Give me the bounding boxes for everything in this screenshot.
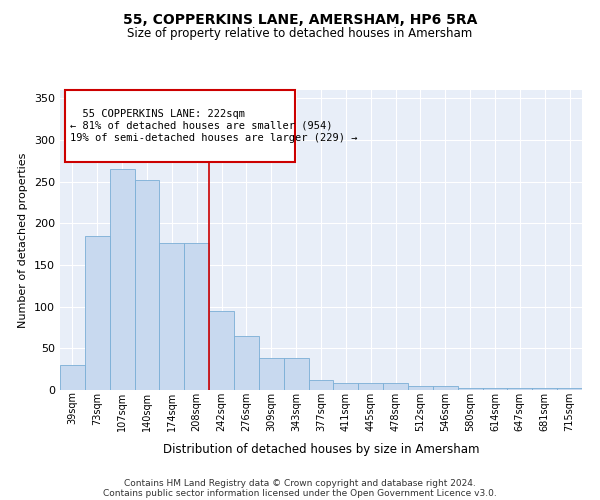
Bar bbox=[184, 242, 209, 390]
Bar bbox=[557, 388, 582, 390]
Bar bbox=[259, 358, 284, 390]
Bar bbox=[383, 384, 408, 390]
Bar bbox=[334, 384, 358, 390]
Bar bbox=[308, 380, 334, 390]
Bar bbox=[234, 336, 259, 390]
Bar bbox=[358, 384, 383, 390]
Text: Contains public sector information licensed under the Open Government Licence v3: Contains public sector information licen… bbox=[103, 488, 497, 498]
Bar bbox=[60, 365, 85, 390]
Bar bbox=[110, 169, 134, 390]
Bar bbox=[433, 386, 458, 390]
Text: 55, COPPERKINS LANE, AMERSHAM, HP6 5RA: 55, COPPERKINS LANE, AMERSHAM, HP6 5RA bbox=[123, 12, 477, 26]
Bar bbox=[85, 236, 110, 390]
Text: Size of property relative to detached houses in Amersham: Size of property relative to detached ho… bbox=[127, 28, 473, 40]
Bar bbox=[458, 388, 482, 390]
FancyBboxPatch shape bbox=[65, 90, 295, 162]
Text: Contains HM Land Registry data © Crown copyright and database right 2024.: Contains HM Land Registry data © Crown c… bbox=[124, 478, 476, 488]
Bar bbox=[134, 180, 160, 390]
Bar bbox=[482, 388, 508, 390]
Bar bbox=[532, 388, 557, 390]
Bar bbox=[209, 311, 234, 390]
Text: Distribution of detached houses by size in Amersham: Distribution of detached houses by size … bbox=[163, 442, 479, 456]
Bar bbox=[508, 388, 532, 390]
Text: 55 COPPERKINS LANE: 222sqm
← 81% of detached houses are smaller (954)
19% of sem: 55 COPPERKINS LANE: 222sqm ← 81% of deta… bbox=[70, 110, 358, 142]
Bar bbox=[284, 358, 308, 390]
Bar bbox=[160, 242, 184, 390]
Y-axis label: Number of detached properties: Number of detached properties bbox=[19, 152, 28, 328]
Bar bbox=[408, 386, 433, 390]
